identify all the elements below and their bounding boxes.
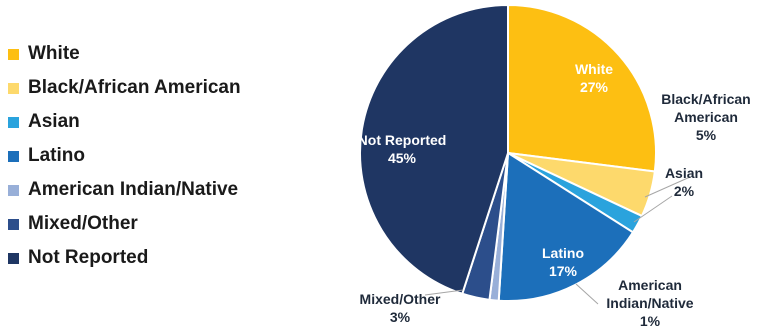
leader-line-mixed-other — [424, 289, 464, 296]
legend-item-black-african-american: Black/African American — [8, 71, 268, 105]
data-label-asian: Asian 2% — [665, 165, 703, 199]
pie-data-labels: White 27% Black/African American 5% Asian 2% La… — [358, 61, 751, 329]
legend-item-asian: Asian — [8, 105, 268, 139]
legend-label-asian: Asian — [28, 111, 80, 132]
pie-leader-lines — [424, 176, 691, 305]
legend-swatch-not-reported — [8, 252, 19, 264]
data-label-white: White 27% — [575, 61, 613, 95]
leader-line-black-african-american — [644, 176, 691, 198]
legend-label-black-african-american: Black/African American — [28, 77, 241, 98]
pie-slice-not-reported — [359, 3, 509, 296]
legend-swatch-black-african-american — [8, 82, 19, 94]
legend-item-white: White — [8, 37, 268, 71]
legend-swatch-latino — [8, 150, 19, 162]
pie-slice-white — [507, 3, 657, 173]
data-label-black-african-american: Black/African American 5% — [661, 91, 750, 143]
legend-label-mixed-other: Mixed/Other — [28, 213, 138, 234]
chart-legend: White Black/African American Asian Latin… — [8, 37, 268, 275]
data-label-not-reported: Not Reported 45% — [358, 132, 447, 166]
leader-line-american-indian-native — [575, 283, 599, 305]
legend-label-not-reported: Not Reported — [28, 247, 149, 268]
legend-item-american-indian-native: American Indian/Native — [8, 173, 268, 207]
pie-slice-latino — [497, 151, 635, 303]
pie-slices — [359, 3, 657, 303]
legend-swatch-white — [8, 48, 19, 60]
leader-line-asian — [633, 195, 673, 223]
legend-label-latino: Latino — [28, 145, 85, 166]
legend-swatch-american-indian-native — [8, 184, 19, 196]
legend-swatch-asian — [8, 116, 19, 128]
data-label-latino: Latino 17% — [542, 245, 584, 279]
legend-item-mixed-other: Mixed/Other — [8, 207, 268, 241]
legend-swatch-mixed-other — [8, 218, 19, 230]
legend-item-latino: Latino — [8, 139, 268, 173]
data-label-mixed-other: Mixed/Other 3% — [360, 291, 441, 325]
legend-item-not-reported: Not Reported — [8, 241, 268, 275]
legend-label-american-indian-native: American Indian/Native — [28, 179, 239, 200]
legend-label-white: White — [28, 43, 80, 64]
data-label-american-indian-native: American Indian/Native 1% — [606, 277, 693, 329]
